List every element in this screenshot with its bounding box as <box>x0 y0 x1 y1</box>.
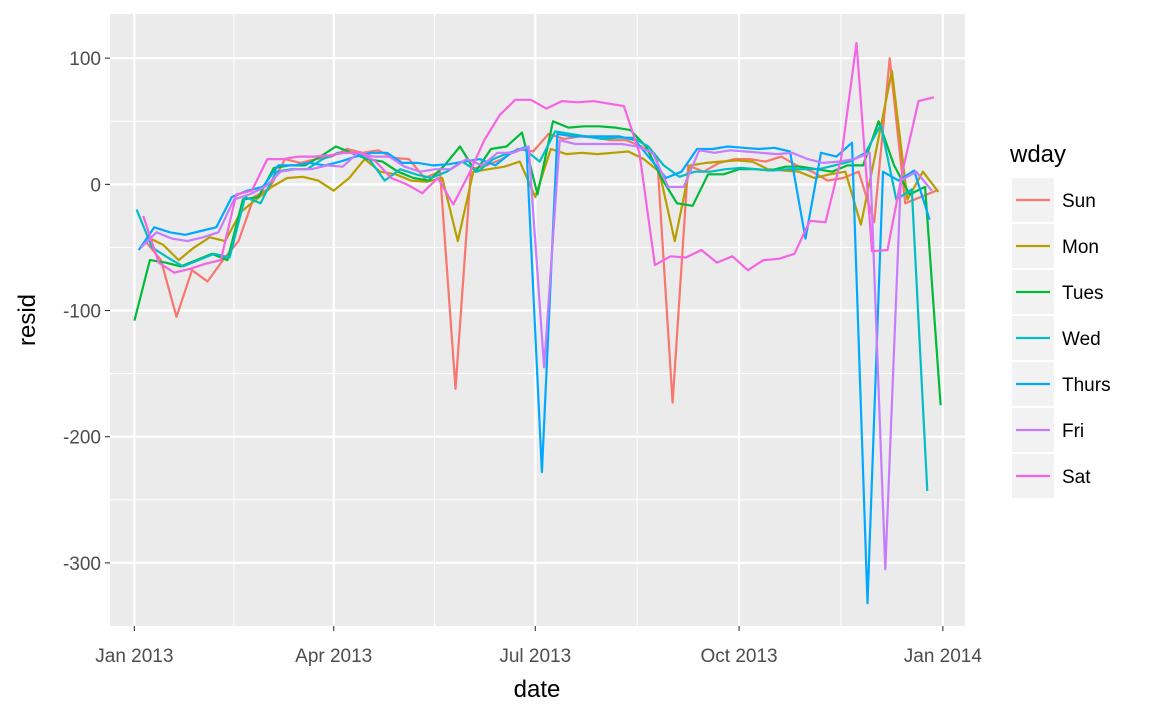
legend-label-thurs: Thurs <box>1062 375 1111 396</box>
y-tick-label: -300 <box>63 554 101 575</box>
legend-label-tues: Tues <box>1062 283 1104 304</box>
legend: wday Sun Mon Tues Wed Thurs Fri Sat <box>1009 141 1111 498</box>
legend-label-mon: Mon <box>1062 237 1099 258</box>
legend-label-fri: Fri <box>1062 421 1084 442</box>
y-tick-label: -100 <box>63 302 101 323</box>
series-line-thurs <box>137 132 931 605</box>
x-tick-label: Jan 2014 <box>904 646 983 667</box>
minor-gridlines <box>110 14 965 626</box>
series-lines <box>133 41 942 605</box>
x-tick-label: Jan 2013 <box>95 646 173 667</box>
y-axis-title: resid <box>14 294 41 346</box>
x-tick-label: Oct 2013 <box>701 646 778 667</box>
x-axis-title: date <box>514 676 561 703</box>
plot-panel <box>110 14 965 626</box>
series-line-wed <box>135 123 929 492</box>
x-tick-label: Jul 2013 <box>499 646 571 667</box>
legend-label-sun: Sun <box>1062 191 1096 212</box>
y-tick-label: 100 <box>69 49 101 70</box>
legend-label-sat: Sat <box>1062 467 1091 488</box>
legend-label-wed: Wed <box>1062 329 1101 350</box>
x-axis: Jan 2013 Apr 2013 Jul 2013 Oct 2013 Jan 2014 <box>95 626 982 667</box>
legend-title: wday <box>1009 141 1066 168</box>
y-axis: 100 0 -100 -200 -300 <box>63 49 110 575</box>
series-line-sat <box>142 41 935 274</box>
y-tick-label: 0 <box>90 175 101 196</box>
x-tick-label: Apr 2013 <box>295 646 372 667</box>
series-line-fri <box>140 139 933 571</box>
y-tick-label: -200 <box>63 428 101 449</box>
